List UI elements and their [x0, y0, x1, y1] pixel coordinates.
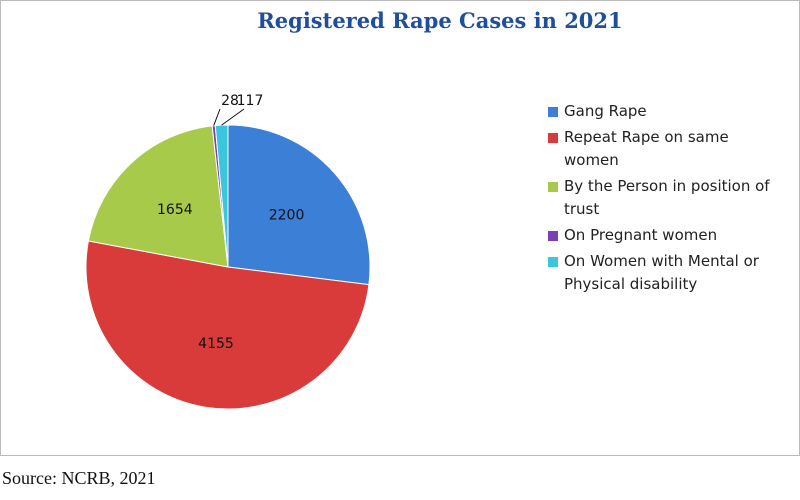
legend-label: By the Person in position of trust — [564, 177, 770, 218]
legend-swatch — [548, 231, 558, 241]
source-note: Source: NCRB, 2021 — [2, 468, 156, 488]
legend-label: On Pregnant women — [564, 226, 718, 244]
legend-swatch — [548, 107, 558, 117]
chart-title: Registered Rape Cases in 2021 — [257, 8, 623, 33]
data-label: 4155 — [198, 336, 234, 352]
legend-label: Repeat Rape on same women — [564, 128, 729, 169]
legend-label: Gang Rape — [564, 102, 647, 120]
data-label: 2200 — [269, 207, 305, 223]
legend-swatch — [548, 257, 558, 267]
legend-item: On Pregnant women — [548, 224, 788, 247]
legend-item: By the Person in position of trust — [548, 175, 788, 221]
leader-line — [213, 108, 221, 126]
legend-item: On Women with Mental or Physical disabil… — [548, 250, 788, 296]
data-label: 1654 — [157, 202, 193, 218]
legend-swatch — [548, 182, 558, 192]
data-label: 28 — [221, 93, 239, 109]
pie-slice — [214, 124, 229, 268]
legend-label: On Women with Mental or Physical disabil… — [564, 252, 759, 293]
pie-slice — [85, 240, 370, 410]
legend-item: Repeat Rape on same women — [548, 126, 788, 172]
legend-swatch — [548, 133, 558, 143]
legend-item: Gang Rape — [548, 100, 788, 123]
pie-slice — [227, 124, 371, 286]
pie-slice — [87, 125, 229, 268]
data-label: 117 — [237, 93, 264, 109]
leader-line — [221, 108, 245, 126]
legend: Gang Rape Repeat Rape on same women By the… — [548, 100, 788, 299]
